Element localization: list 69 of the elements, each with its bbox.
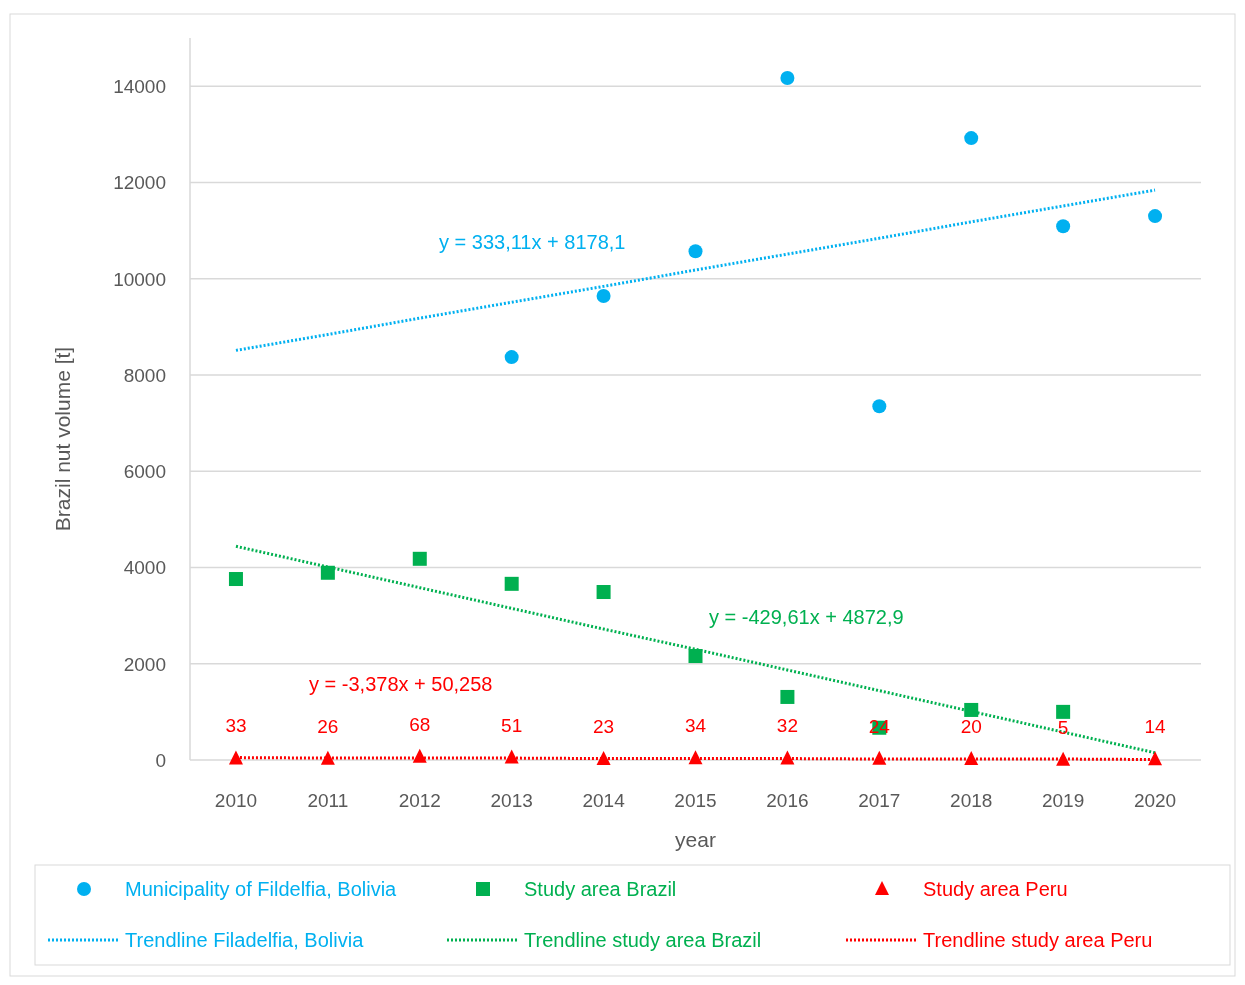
line-series (234, 188, 1157, 352)
x-tick-label: 2012 (398, 790, 441, 811)
y-tick-label: 14000 (113, 76, 166, 98)
data-label: 34 (684, 715, 707, 737)
legend-label: Trendline study area Peru (923, 929, 1153, 951)
legend-label: Trendline Filadelfia, Bolivia (125, 929, 365, 951)
point (872, 750, 887, 765)
x-tick-label: 2016 (766, 790, 809, 811)
point (504, 350, 519, 365)
y-axis-title: Brazil nut volume [t] (51, 346, 74, 532)
y-tick-label: 12000 (113, 172, 166, 194)
point (964, 702, 979, 717)
point (872, 399, 887, 414)
point (596, 750, 611, 765)
data-label: 68 (409, 713, 431, 735)
point (964, 751, 979, 766)
point (228, 572, 243, 587)
y-tick-label: 2000 (123, 653, 166, 675)
y-tick-label: 10000 (113, 268, 166, 290)
x-axis-title: year (675, 828, 716, 851)
point (1056, 704, 1071, 719)
x-tick-label: 2015 (674, 790, 717, 811)
data-label: 5 (1057, 716, 1069, 738)
legend-label: Study area Brazil (524, 878, 677, 900)
point (320, 750, 335, 765)
x-tick-label: 2013 (490, 790, 533, 811)
annotation: y = 333,11x + 8178,1 (439, 231, 626, 253)
legend-label: Study area Peru (923, 878, 1068, 900)
data-label: 26 (317, 715, 339, 737)
legend-label: Municipality of Fildelfia, Bolivia (125, 878, 398, 900)
x-tick-label: 2018 (950, 790, 993, 811)
x-tick-label: 2011 (307, 790, 349, 811)
data-label: 51 (501, 714, 523, 736)
annotation: y = -429,61x + 4872,9 (709, 606, 904, 628)
y-tick-label: 0 (155, 750, 166, 771)
y-tick-label: 6000 (123, 461, 166, 483)
point (780, 750, 795, 765)
point (688, 750, 703, 765)
annotation: y = -3,378x + 50,258 (309, 673, 493, 695)
point (688, 649, 703, 664)
point (1148, 751, 1163, 766)
point (596, 289, 611, 303)
point (504, 576, 519, 591)
point (780, 689, 795, 704)
point (1148, 209, 1163, 224)
point (412, 551, 427, 566)
data-label: 14 (1144, 716, 1167, 738)
x-tick-label: 2020 (1133, 790, 1177, 811)
point (964, 131, 979, 146)
point (1056, 751, 1071, 766)
data-label: 32 (776, 715, 798, 737)
data-label: 20 (960, 716, 982, 738)
point (320, 565, 335, 580)
y-tick-label: 8000 (123, 364, 166, 386)
x-tick-label: 2014 (582, 790, 626, 811)
point (780, 70, 795, 85)
point (228, 750, 243, 765)
data-label: 33 (225, 715, 247, 737)
data-label: 23 (593, 715, 615, 737)
x-tick-label: 2019 (1042, 790, 1085, 811)
x-tick-label: 2017 (858, 790, 901, 811)
point (504, 749, 519, 764)
y-tick-label: 4000 (123, 557, 166, 579)
point (1056, 219, 1071, 234)
point (412, 748, 427, 763)
point (596, 585, 611, 600)
legend-label: Trendline study area Brazil (524, 929, 762, 951)
point (688, 244, 703, 259)
x-tick-label: 2010 (214, 790, 258, 811)
